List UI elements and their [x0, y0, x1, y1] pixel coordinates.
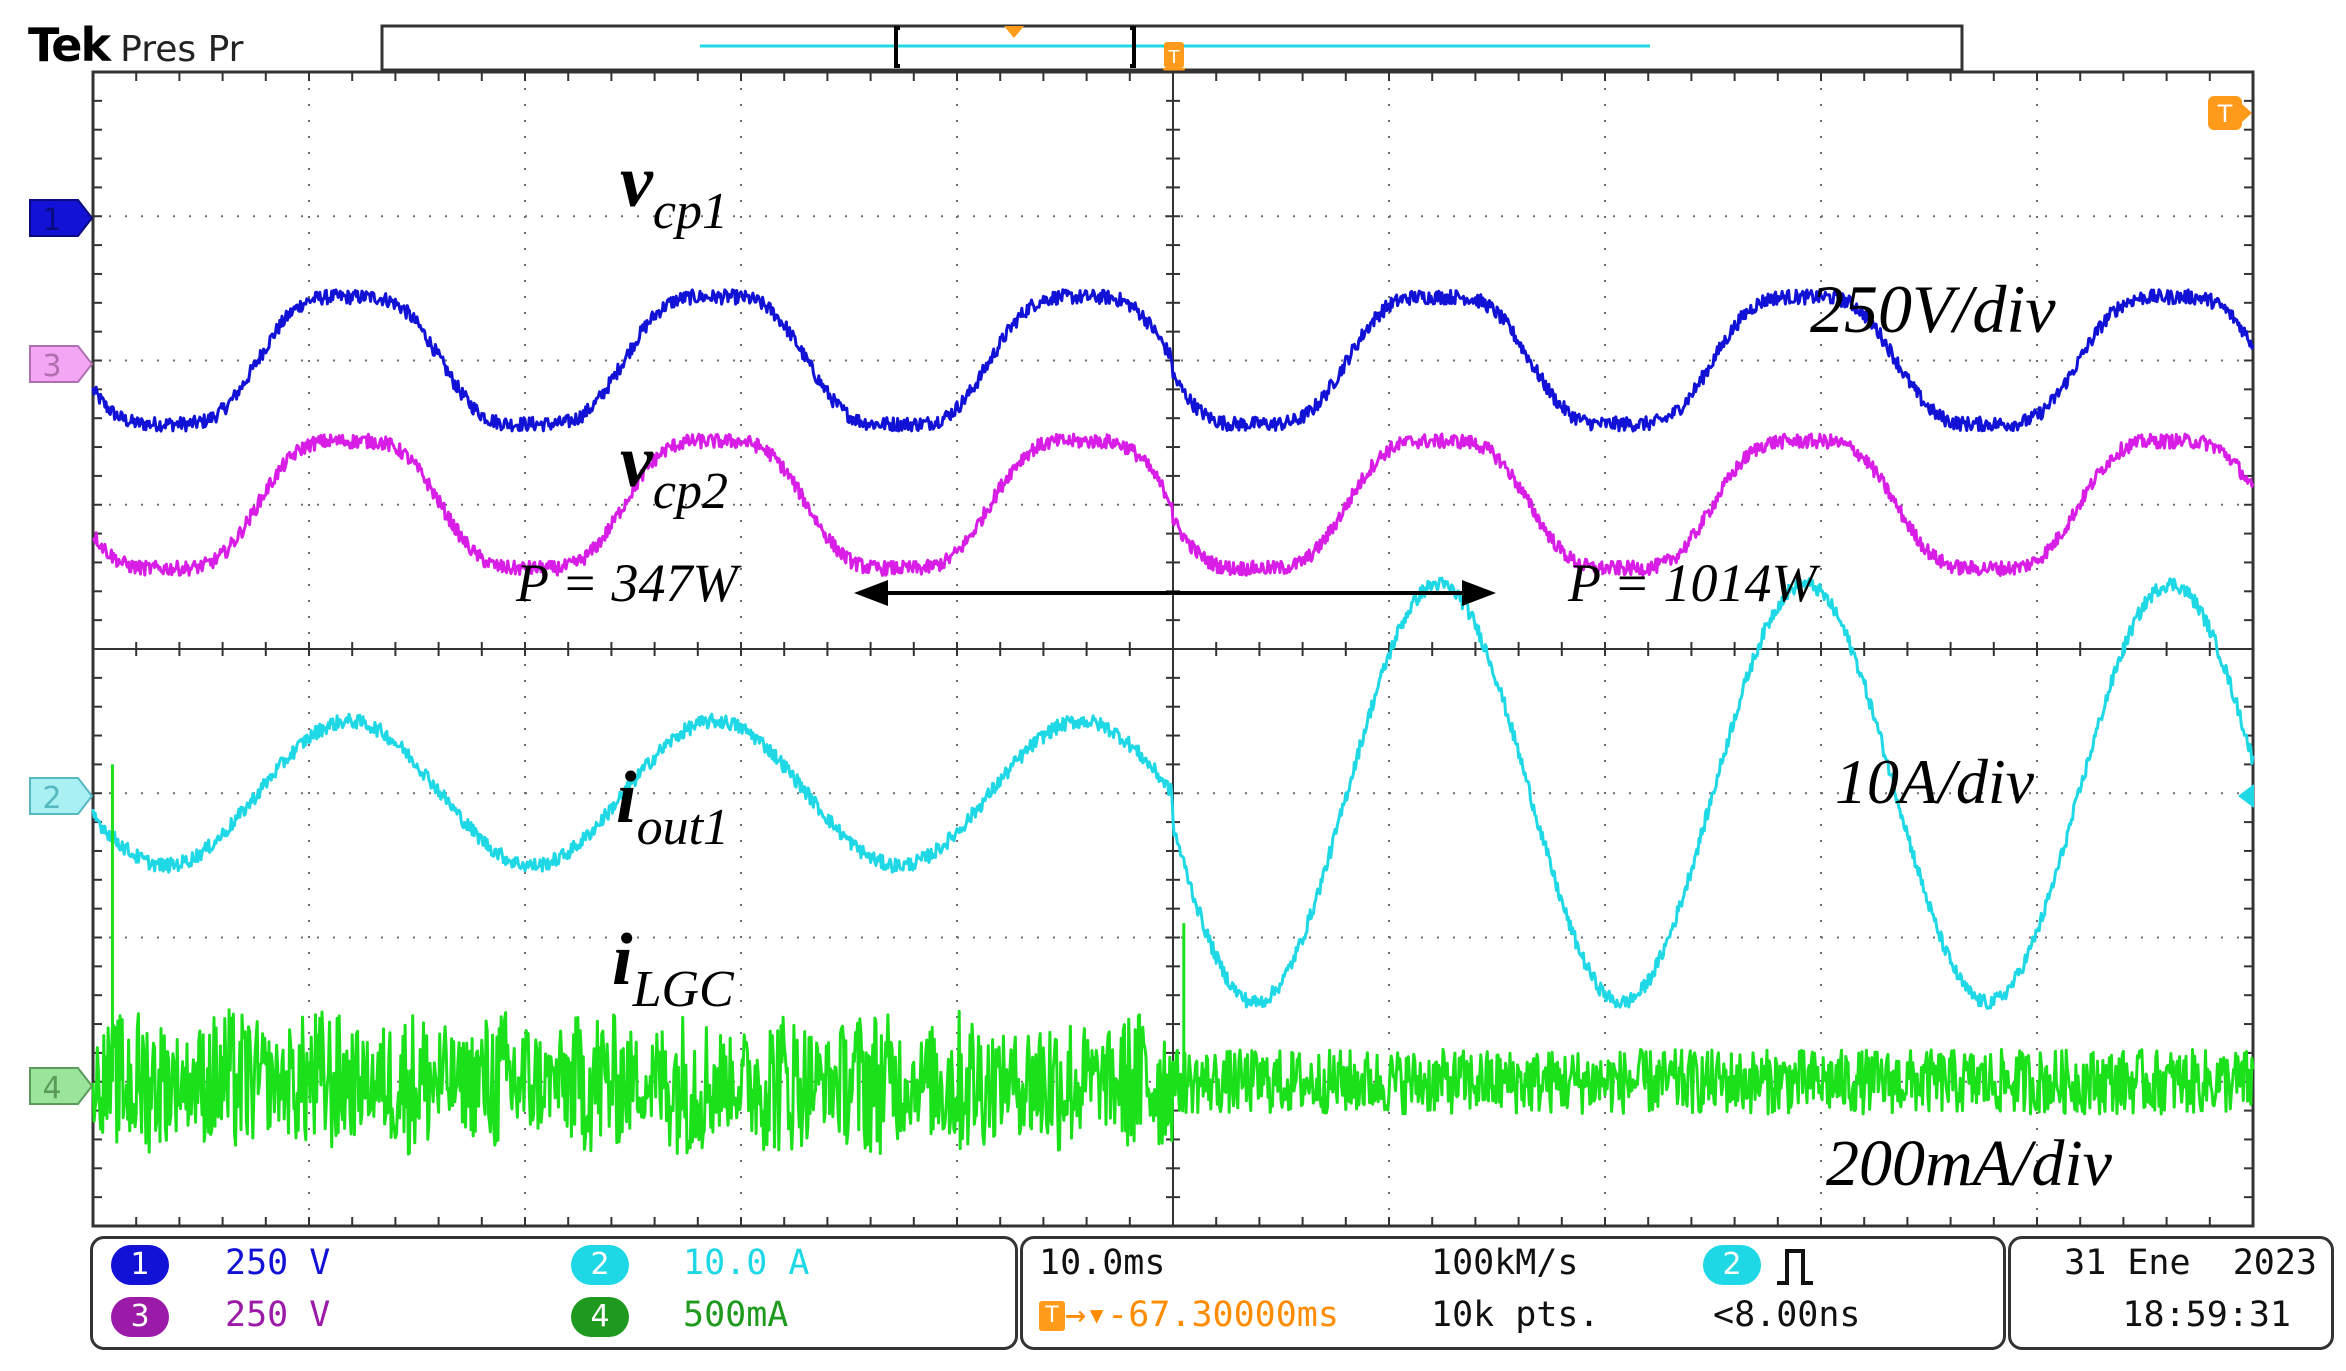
timebase-readout-panel[interactable]: 10.0ms T →▾-67.30000ms 100kM/s 10k pts. 2…	[1020, 1236, 2006, 1350]
trigger-position-readout: T →▾-67.30000ms	[1039, 1295, 1339, 1335]
acquisition-state: Pres Pr	[120, 29, 244, 70]
trace-v_cp2	[91, 432, 2255, 577]
time-per-div: 10.0ms	[1039, 1243, 1166, 1283]
ch2-badge: 2	[571, 1245, 629, 1285]
trigger-position-icon: T	[1039, 1301, 1065, 1331]
trigger-position-value: -67.30000ms	[1107, 1295, 1339, 1335]
trigger-level-marker[interactable]: T	[2208, 96, 2252, 130]
ch2-marker[interactable]: 2	[29, 777, 94, 816]
ch1-badge: 1	[111, 1245, 169, 1285]
power-left-label: P = 347W	[516, 553, 738, 613]
label-v-cp1: vcp1	[620, 141, 728, 240]
transition-arrow	[854, 580, 1496, 606]
date: 31 Ene 2023	[2064, 1243, 2317, 1283]
label-v-cp2: vcp2	[620, 421, 728, 520]
current-scale-label: 10A/div	[1835, 746, 2035, 817]
ch2-level-arrow	[2238, 784, 2254, 808]
time: 18:59:31	[2122, 1295, 2291, 1335]
label-i-lgc: iLGC	[612, 919, 734, 1018]
record-length: 10k pts.	[1431, 1295, 1600, 1335]
power-right-label: P = 1014W	[1568, 553, 1817, 613]
ch2-scale: 10.0 A	[683, 1243, 810, 1283]
svg-text:2: 2	[42, 781, 61, 816]
ch4-marker[interactable]: 4	[29, 1067, 94, 1106]
trace-i_out1	[91, 576, 2255, 1010]
ch4-badge: 4	[571, 1297, 629, 1337]
svg-text:T: T	[1168, 47, 1181, 68]
lgc-scale-label: 200mA/div	[1826, 1127, 2112, 1200]
ch3-badge: 3	[111, 1297, 169, 1337]
waveforms	[91, 288, 2255, 1156]
trace-i_LGC	[91, 1008, 2255, 1156]
ch4-scale: 500mA	[683, 1295, 789, 1335]
graticule-grid	[92, 71, 2254, 1227]
trigger-time: <8.00ns	[1713, 1295, 1861, 1335]
arrow-right-icon: →▾	[1065, 1295, 1108, 1335]
svg-text:T: T	[2217, 100, 2233, 128]
ch3-scale: 250 V	[225, 1295, 331, 1335]
trace-v_cp1	[91, 288, 2255, 433]
voltage-scale-label: 250V/div	[1810, 271, 2056, 347]
channel-readout-panel[interactable]: 1 250 V 3 250 V 2 10.0 A 4 500mA	[90, 1236, 1018, 1350]
rising-edge-pulse-icon	[1777, 1249, 1813, 1285]
svg-text:4: 4	[42, 1071, 61, 1106]
svg-text:1: 1	[42, 203, 61, 238]
svg-text:3: 3	[42, 349, 61, 384]
ch1-marker[interactable]: 1	[29, 199, 94, 238]
date-time-panel: 31 Ene 2023 18:59:31	[2008, 1236, 2334, 1350]
brand-header: Tek Pres Pr	[28, 18, 243, 72]
ch1-scale: 250 V	[225, 1243, 331, 1283]
brand-logo: Tek	[28, 18, 111, 72]
trigger-source-badge: 2	[1703, 1245, 1761, 1285]
ch3-marker[interactable]: 3	[29, 345, 94, 384]
label-i-out1: iout1	[616, 757, 730, 856]
sample-rate: 100kM/s	[1431, 1243, 1579, 1283]
